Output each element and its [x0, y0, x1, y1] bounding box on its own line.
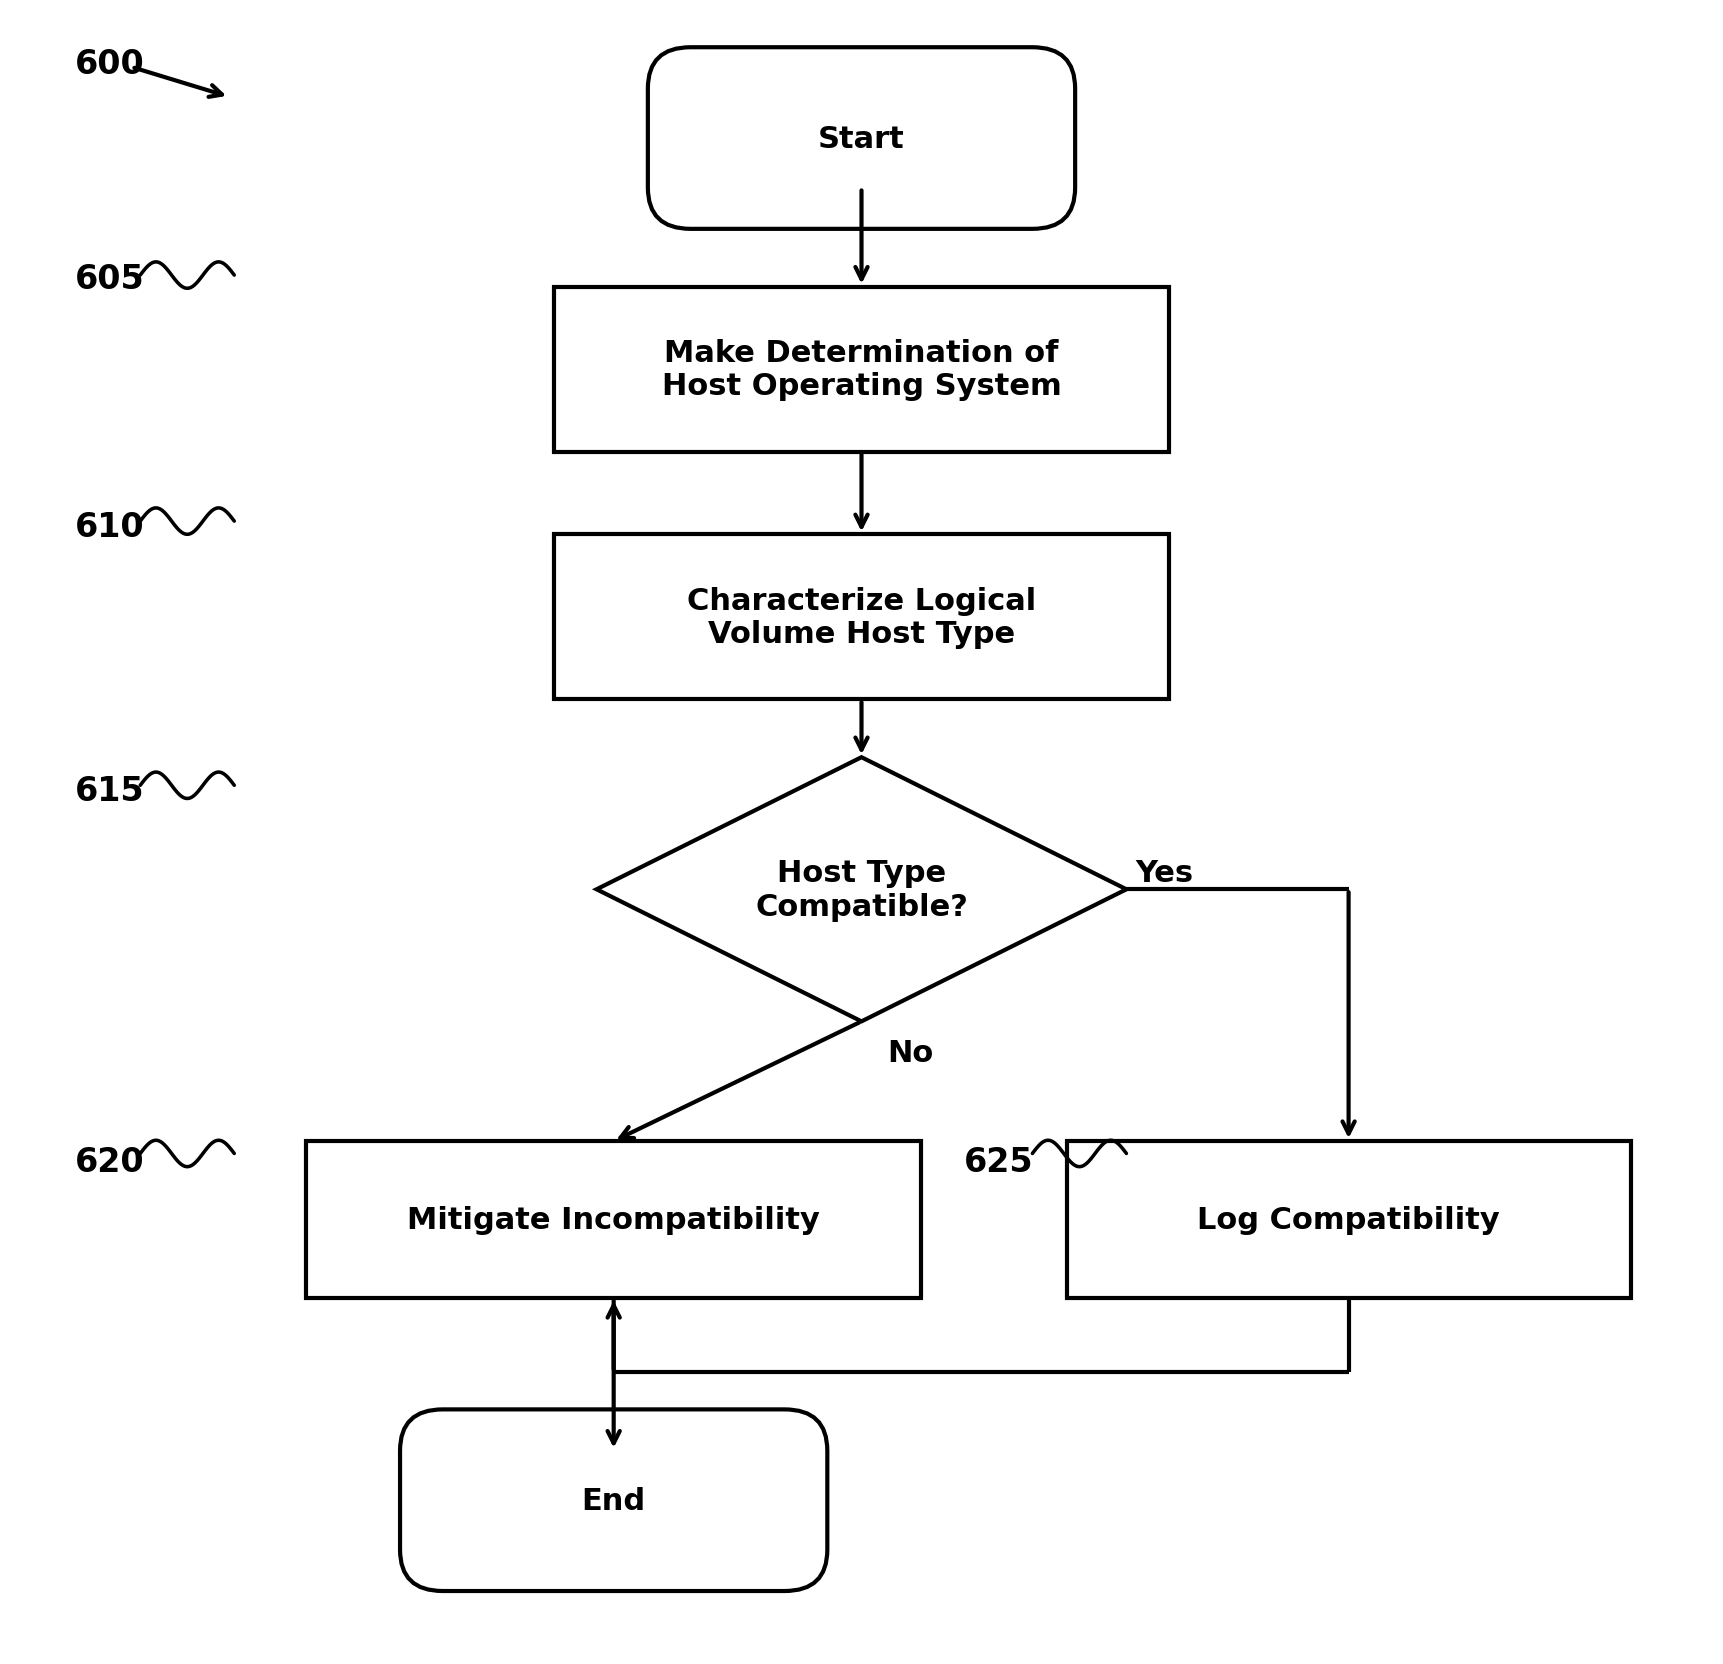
Text: End: End	[582, 1486, 646, 1514]
Bar	[307, 1142, 922, 1298]
Text: 620: 620	[76, 1145, 145, 1178]
FancyBboxPatch shape	[400, 1409, 827, 1591]
Text: Start: Start	[818, 125, 905, 153]
Text: Mitigate Incompatibility: Mitigate Incompatibility	[407, 1205, 820, 1235]
Text: Host Type
Compatible?: Host Type Compatible?	[755, 859, 968, 922]
Text: Yes: Yes	[1135, 859, 1192, 889]
FancyBboxPatch shape	[648, 48, 1075, 230]
Polygon shape	[596, 757, 1127, 1022]
Text: 600: 600	[76, 48, 145, 82]
Text: Make Determination of
Host Operating System: Make Determination of Host Operating Sys…	[662, 339, 1061, 401]
Bar	[553, 536, 1170, 701]
Text: Log Compatibility: Log Compatibility	[1197, 1205, 1501, 1235]
Text: 615: 615	[76, 774, 145, 807]
Text: 625: 625	[965, 1145, 1034, 1178]
Text: 610: 610	[76, 511, 145, 542]
Bar	[1067, 1142, 1630, 1298]
Text: Characterize Logical
Volume Host Type: Characterize Logical Volume Host Type	[687, 586, 1036, 649]
Text: 605: 605	[76, 263, 145, 296]
Bar	[553, 288, 1170, 453]
Text: No: No	[887, 1038, 934, 1067]
